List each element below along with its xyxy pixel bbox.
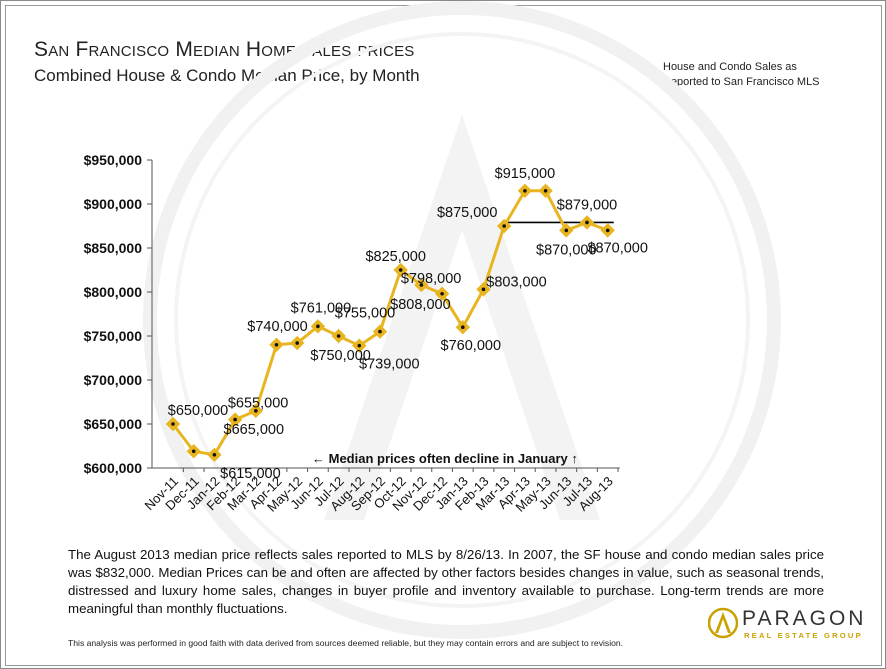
y-tick-label: $950,000 [84, 152, 143, 168]
data-label: $870,000 [536, 242, 596, 258]
logo-tagline: REAL ESTATE GROUP [744, 631, 863, 640]
data-label: $825,000 [365, 249, 425, 265]
data-label: $740,000 [247, 319, 307, 335]
data-point-center [316, 324, 320, 329]
disclaimer: This analysis was performed in good fait… [68, 638, 624, 648]
watermark-logo [143, 1, 781, 639]
data-point-center [440, 291, 444, 296]
data-point-center [585, 220, 589, 225]
data-label: $915,000 [495, 166, 555, 182]
y-tick-label: $800,000 [84, 284, 143, 300]
data-label: $875,000 [437, 205, 497, 221]
y-tick-label: $900,000 [84, 196, 143, 212]
data-label: $655,000 [228, 396, 288, 412]
data-point-center [564, 228, 569, 233]
data-label: $761,000 [291, 300, 351, 316]
data-point-center [171, 422, 175, 426]
data-label: $739,000 [359, 357, 419, 373]
paragon-logo: PARAGON REAL ESTATE GROUP [706, 605, 876, 645]
data-point-center [398, 268, 403, 272]
y-tick-label: $650,000 [84, 416, 143, 432]
y-tick-label: $700,000 [84, 372, 143, 388]
data-point-center [336, 334, 341, 338]
data-point-center [295, 341, 300, 345]
data-point-center [274, 343, 279, 347]
data-point-center [357, 343, 362, 348]
data-point-center [419, 283, 424, 287]
data-label: $803,000 [486, 274, 546, 290]
data-label: $870,000 [587, 240, 647, 256]
series-line [171, 189, 609, 457]
footnote: The August 2013 median price reflects sa… [68, 547, 824, 616]
y-tick-label: $600,000 [84, 460, 143, 476]
data-label: $665,000 [224, 422, 284, 438]
data-label: $755,000 [335, 306, 395, 322]
data-point-center [481, 287, 486, 292]
data-point-center [191, 449, 196, 454]
paragon-logo-icon [708, 607, 738, 639]
data-label: $650,000 [168, 403, 228, 419]
data-label: $615,000 [220, 466, 280, 482]
y-tick-label: $750,000 [84, 328, 143, 344]
data-label: $879,000 [557, 197, 617, 213]
january-decline-annotation: ← Median prices often decline in January… [312, 451, 578, 466]
data-label: $808,000 [390, 297, 450, 313]
data-point-center [254, 409, 258, 413]
data-label: $750,000 [310, 348, 370, 364]
source-note-line-2: Reported to San Francisco MLS [663, 76, 820, 88]
data-point-center [233, 417, 237, 422]
data-point-center [605, 228, 610, 233]
data-point-center [502, 224, 507, 228]
data-point-center [461, 325, 465, 330]
data-point-center [378, 329, 382, 334]
data-label: $760,000 [441, 338, 501, 354]
data-point-center [523, 189, 527, 193]
source-note: House and Condo Sales as Reported to San… [663, 60, 863, 90]
y-tick-label: $850,000 [84, 240, 143, 256]
data-label: $798,000 [401, 271, 461, 287]
logo-name: PARAGON [742, 607, 867, 630]
data-point-center [543, 189, 548, 193]
source-note-line-1: House and Condo Sales as [663, 61, 797, 73]
data-point-center [212, 453, 217, 457]
